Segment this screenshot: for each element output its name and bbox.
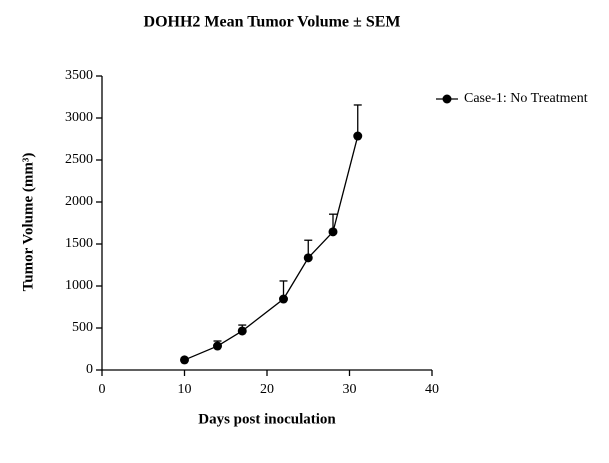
data-point [328, 227, 338, 237]
series-line [184, 135, 359, 361]
data-point [213, 341, 222, 351]
data-point [353, 131, 363, 141]
x-tick-label: 30 [343, 382, 357, 397]
y-tick-label: 3000 [65, 110, 93, 125]
data-point [303, 253, 313, 263]
x-tick-label: 10 [178, 382, 192, 397]
y-tick-label: 2500 [65, 152, 93, 167]
y-tick-label: 3500 [65, 68, 93, 83]
legend-label: Case-1: No Treatment [464, 91, 588, 106]
y-tick-label: 1000 [65, 278, 93, 293]
x-tick-label: 20 [260, 382, 274, 397]
legend-marker [442, 94, 452, 104]
y-axis-title: Tumor Volume (mm³) [20, 153, 36, 292]
data-point [180, 355, 189, 365]
x-tick-label: 0 [99, 382, 106, 397]
x-axis-title: Days post inoculation [198, 411, 336, 427]
data-point [237, 326, 247, 336]
y-tick-label: 0 [86, 362, 93, 377]
y-tick-label: 1500 [65, 236, 93, 251]
y-tick-label: 2000 [65, 194, 93, 209]
y-tick-label: 500 [72, 320, 93, 335]
x-tick-label: 40 [425, 382, 439, 397]
data-point [279, 294, 288, 304]
chart-title: DOHH2 Mean Tumor Volume ± SEM [144, 14, 401, 31]
error-bar [353, 104, 362, 137]
